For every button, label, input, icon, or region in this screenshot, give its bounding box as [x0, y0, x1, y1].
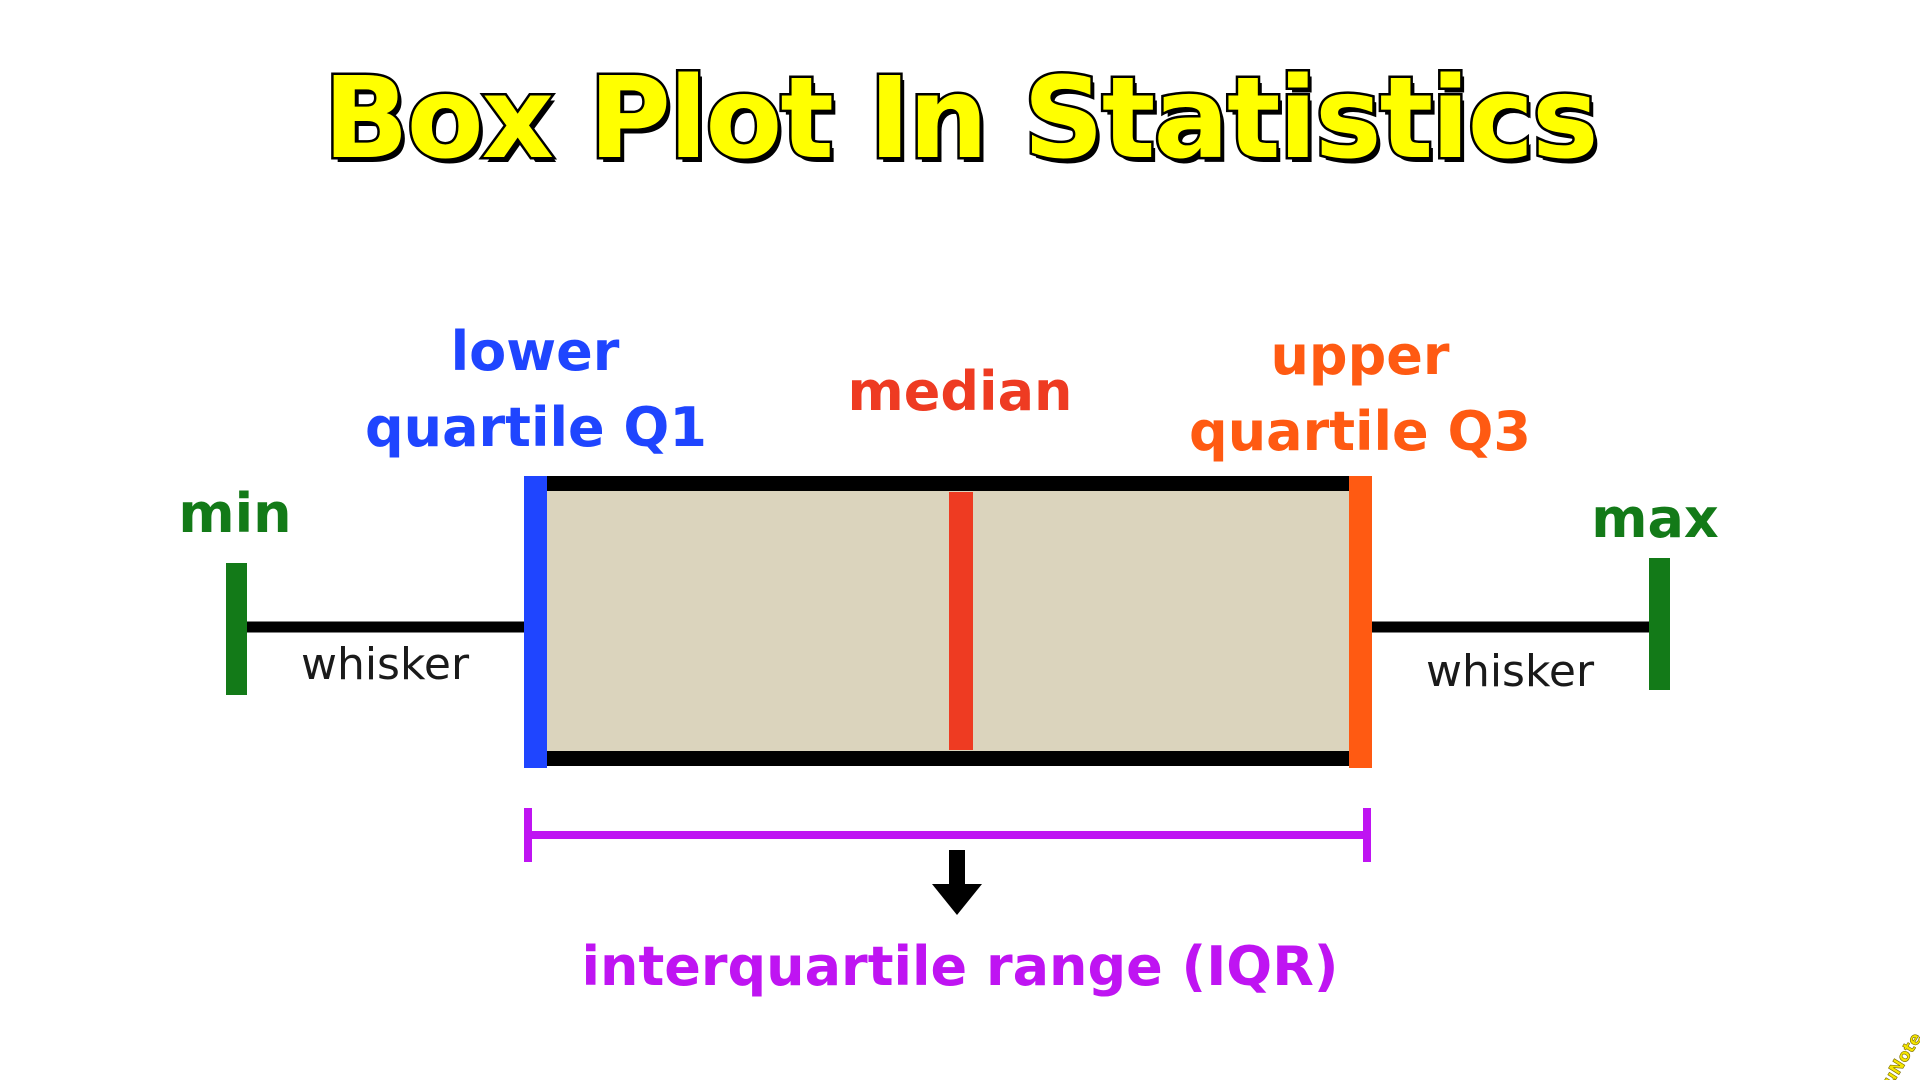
min-label: min — [178, 482, 292, 545]
box-top-edge — [530, 476, 1363, 491]
whisker-left-label: whisker — [300, 639, 470, 690]
down-arrow-icon — [932, 884, 982, 915]
upper-quartile-label-line2: quartile Q3 — [1189, 400, 1531, 463]
upper-quartile-label-line1: upper — [1270, 324, 1450, 387]
min-cap — [226, 563, 247, 695]
lower-quartile-label-line2: quartile Q1 — [365, 396, 707, 459]
median-label: median — [847, 360, 1073, 423]
max-cap — [1649, 558, 1670, 690]
whisker-right-label: whisker — [1425, 646, 1595, 697]
q1-line — [524, 476, 547, 768]
page-title: Box Plot In Statistics — [321, 51, 1601, 186]
lower-quartile-label-line1: lower — [450, 320, 620, 383]
iqr-label: interquartile range (IQR) — [581, 935, 1339, 998]
iqr-box — [538, 483, 1355, 758]
q3-line — [1349, 476, 1372, 768]
box-bottom-edge — [530, 751, 1363, 766]
max-label: max — [1591, 487, 1719, 550]
down-arrow-shaft — [949, 850, 965, 888]
median-line — [949, 492, 973, 750]
